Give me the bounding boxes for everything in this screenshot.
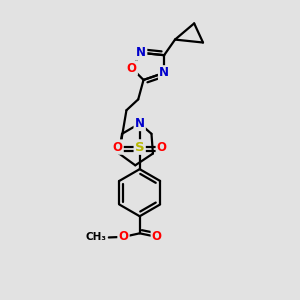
Text: O: O — [118, 230, 128, 243]
Text: S: S — [135, 141, 145, 154]
Text: O: O — [157, 141, 167, 154]
Text: N: N — [136, 46, 146, 59]
Text: O: O — [112, 141, 123, 154]
Text: N: N — [159, 66, 169, 80]
Text: O: O — [127, 61, 137, 75]
Text: O: O — [152, 230, 162, 243]
Text: N: N — [135, 117, 145, 130]
Text: CH₃: CH₃ — [85, 232, 106, 242]
